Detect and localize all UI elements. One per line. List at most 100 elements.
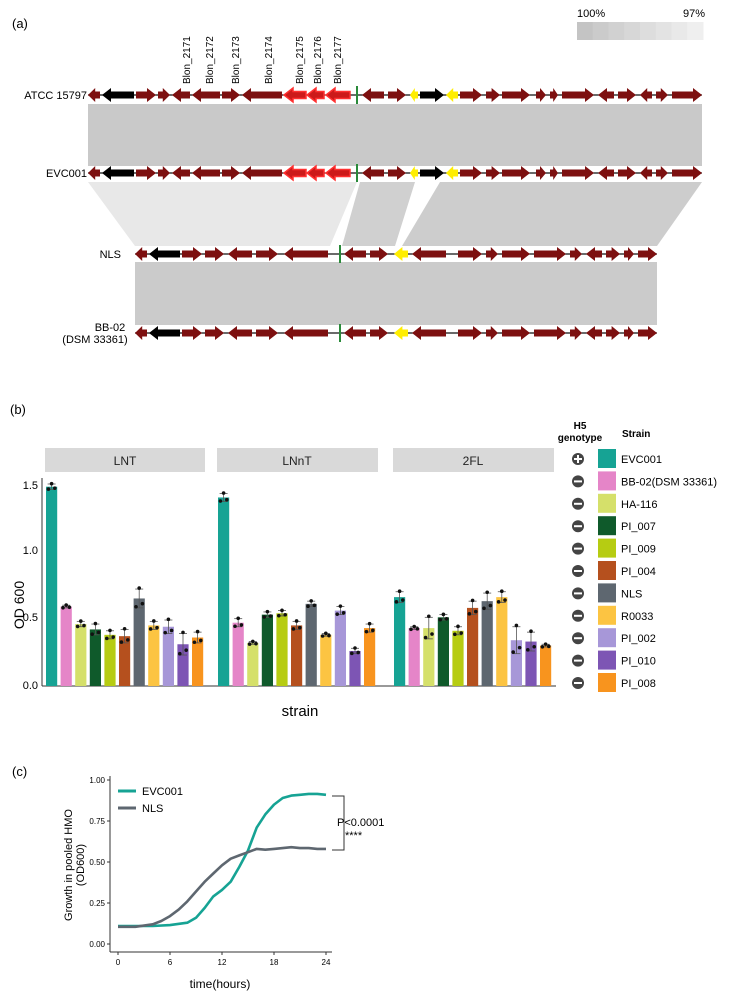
gene-arrow [486,247,498,261]
gene-arrow-black [149,247,180,261]
replicate-dot [353,646,357,650]
gene-arrow [222,166,240,180]
legend-strain-label: NLS [621,588,642,600]
identity-swatch [577,22,594,40]
replicate-dot [46,487,51,491]
gene-track [135,245,657,263]
replicate-dot [526,648,530,652]
identity-swatch [592,22,609,40]
replicate-dot [430,632,434,636]
b-y-tick-0.0: 0.0 [23,680,38,692]
replicate-dot [306,604,310,609]
gene-arrow [172,166,190,180]
legend-strain-label: PI_004 [621,566,656,578]
replicate-dot [482,606,486,611]
bar [46,486,58,686]
growth-curve-nls [118,845,326,929]
bar [162,626,174,686]
replicate-dot [335,612,340,616]
replicate-dot [543,642,548,646]
replicate-dot [280,608,284,613]
legend-strain-label: EVC001 [621,454,662,466]
replicate-dot [338,604,343,608]
gene-arrow [536,166,546,180]
b-y-tick-0.5: 0.5 [23,612,38,624]
gene-arrow [562,88,594,102]
panel-c-label: (c) [12,764,27,779]
bar [89,629,101,686]
gene-arrow [562,166,594,180]
gene-arrow-hmo [324,86,351,104]
identity-high-label: 100% [577,8,605,20]
legend-color-swatch [598,538,616,558]
replicate-dot [540,644,545,649]
gene-track [135,324,657,342]
gene-arrow [486,166,500,180]
replicate-dot [96,630,101,635]
identity-swatch [671,22,688,40]
gene-arrow [136,166,156,180]
bar [540,645,552,686]
gene-arrow [412,247,446,261]
replicate-dot [409,627,413,632]
replicate-dot [350,651,354,656]
replicate-dot [341,611,346,615]
replicate-dot [262,615,267,619]
replicate-dot [268,614,273,618]
replicate-dot [195,629,200,634]
legend-color-swatch [598,493,616,513]
gene-arrow [502,166,530,180]
bar [119,636,131,686]
replicate-dot [126,638,130,642]
legend-color-swatch [598,605,616,625]
replicate-dot [547,644,551,649]
legend-strain-label: R0033 [621,611,653,623]
replicate-dot [254,641,258,646]
gene-arrow [502,247,530,261]
replicate-dot [233,624,237,629]
gene-arrow-black [149,326,180,340]
gene-arrow [135,247,147,261]
gene-arrow [672,88,702,102]
bar [177,644,189,686]
gene-arrow [486,326,498,340]
synteny-block-evc001-nls-left [88,182,357,246]
bar [148,625,160,686]
identity-swatch [624,22,641,40]
replicate-dot [239,623,244,627]
gene-label-blon-2172: Blon_2172 [205,36,216,84]
bar [334,610,346,686]
replicate-dot [134,604,138,609]
gene-arrow [460,88,482,102]
replicate-dot [371,628,375,633]
growth-curve-evc001 [118,792,327,928]
bar [291,625,303,686]
replicate-dot [397,589,402,593]
bar [510,640,522,686]
gene-arrow [344,326,366,340]
gene-arrow [624,247,634,261]
gene-label-blon-2176: Blon_2176 [313,36,324,84]
legend-color-swatch [598,561,616,580]
bar [75,624,87,686]
gene-track [88,86,702,104]
replicate-dot [90,632,94,636]
b-y-tick-1.5: 1.5 [23,480,38,492]
gene-arrow [242,166,282,180]
gene-arrow-hmo [305,86,325,104]
gene-arrow [606,326,620,340]
gene-arrow [672,166,702,180]
gene-arrow [388,166,406,180]
facet-strip-lnnt [217,448,378,472]
replicate-dot [155,625,159,630]
gene-arrow [570,326,582,340]
replicate-dot [152,619,156,623]
bar [481,601,493,686]
gene-arrow [640,166,652,180]
gene-arrow [205,326,224,340]
gene-arrow [192,166,220,180]
legend-strain-label: PI_007 [621,521,656,533]
b-y-axis-label: OD 600 [11,581,27,629]
gene-arrow-hmo [324,164,351,182]
